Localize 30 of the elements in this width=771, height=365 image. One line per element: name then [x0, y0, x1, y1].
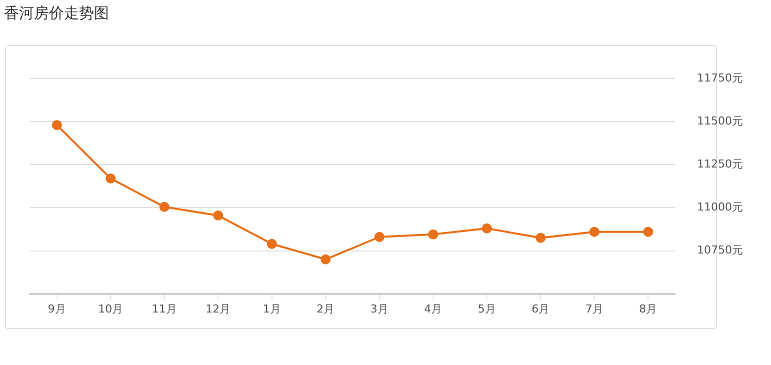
- point: [536, 232, 546, 243]
- x-tick-label: 1月: [262, 302, 281, 316]
- point: [213, 210, 224, 220]
- x-tick-label: 3月: [370, 302, 388, 316]
- x-tick-label: 11月: [152, 302, 177, 316]
- point: [589, 226, 600, 237]
- point: [266, 238, 277, 249]
- y-tick-label: 11500元: [697, 114, 744, 128]
- x-tick-label: 8月: [639, 302, 658, 316]
- x-tick-label: 10月: [98, 302, 124, 316]
- y-tick-label: 11750元: [697, 71, 744, 84]
- point: [482, 223, 492, 234]
- x-tick-label: 12月: [206, 302, 231, 316]
- x-tick-label: 7月: [585, 302, 604, 316]
- chart-title: 香河房价走势图: [4, 4, 109, 23]
- point: [643, 226, 654, 237]
- x-tick-label: 9月: [48, 302, 66, 316]
- point: [106, 173, 116, 184]
- point: [52, 120, 62, 130]
- point: [374, 232, 384, 242]
- y-tick-label: 10750元: [697, 244, 744, 257]
- x-tick-label: 4月: [424, 302, 442, 316]
- x-tick-label: 5月: [478, 302, 496, 316]
- y-tick-label: 11250元: [697, 158, 744, 171]
- point: [320, 254, 331, 264]
- point: [159, 202, 170, 212]
- point: [428, 229, 438, 240]
- y-tick-label: 11000元: [697, 200, 744, 214]
- x-tick-label: 6月: [532, 302, 550, 316]
- x-tick-label: 2月: [316, 302, 335, 316]
